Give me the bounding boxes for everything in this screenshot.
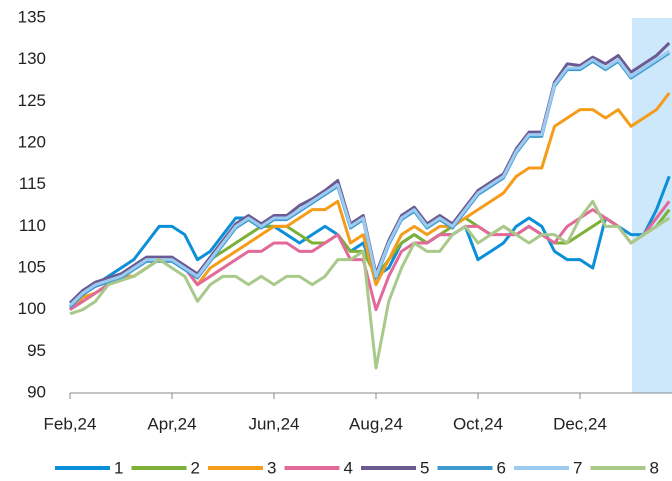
legend-label: 1: [114, 458, 123, 477]
y-tick-label: 120: [18, 132, 46, 151]
series-line: [68, 51, 671, 309]
legend-label: 4: [344, 458, 353, 477]
legend-label: 8: [650, 458, 659, 477]
x-tick-label: Dec,24: [553, 414, 607, 433]
y-tick-label: 100: [18, 299, 46, 318]
legend-label: 5: [420, 458, 429, 477]
y-tick-label: 115: [19, 174, 46, 193]
x-tick-label: Aug,24: [349, 414, 403, 433]
x-tick-label: Feb,24: [44, 414, 97, 433]
y-tick-label: 135: [18, 7, 46, 26]
x-tick-label: Oct,24: [453, 414, 503, 433]
series-line: [69, 199, 671, 370]
x-tick-label: Jun,24: [248, 414, 299, 433]
legend-label: 6: [497, 458, 506, 477]
y-tick-label: 125: [18, 91, 46, 110]
legend-label: 2: [191, 458, 200, 477]
series-line: [68, 50, 671, 307]
y-tick-label: 105: [18, 257, 46, 276]
x-tick-label: Apr,24: [147, 414, 196, 433]
y-tick-label: 95: [27, 341, 46, 360]
legend-label: 3: [267, 458, 276, 477]
y-tick-label: 90: [27, 382, 46, 401]
y-tick-label: 110: [19, 216, 46, 235]
legend-label: 7: [573, 458, 582, 477]
y-tick-label: 130: [18, 49, 46, 68]
series-line: [68, 92, 671, 311]
